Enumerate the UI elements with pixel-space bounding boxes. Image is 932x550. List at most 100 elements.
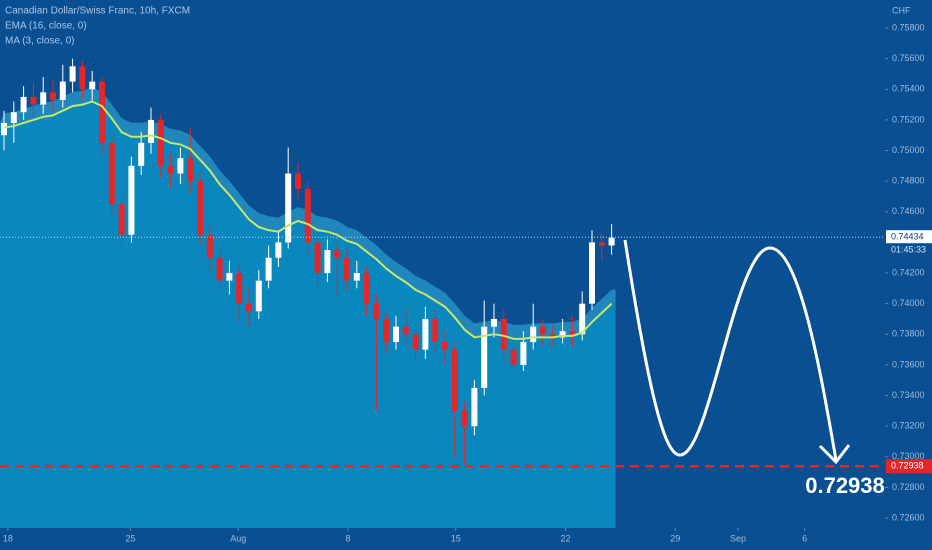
candle-body: [344, 257, 350, 281]
candle-body: [353, 273, 360, 281]
y-tick-label: 0.75400: [892, 84, 925, 94]
candle-body: [500, 318, 507, 350]
candle-body: [334, 250, 341, 258]
y-tick-label: 0.74800: [892, 176, 925, 186]
x-tick-label: 18: [3, 533, 13, 543]
candle-body: [10, 112, 17, 123]
candle-body: [324, 250, 331, 274]
candle-body: [442, 341, 448, 350]
legend-ema: EMA (16, close, 0): [5, 21, 87, 32]
candle-body: [138, 142, 145, 166]
candle-body: [265, 257, 272, 281]
y-tick-label: 0.75800: [892, 22, 925, 32]
candle-body: [608, 237, 615, 246]
candle-body: [275, 242, 282, 258]
y-tick-label: 0.75600: [892, 53, 925, 63]
candle-body: [128, 165, 135, 235]
candle-body: [246, 303, 252, 312]
candle-body: [187, 158, 194, 182]
x-tick-label: 15: [451, 533, 461, 543]
candle-body: [1, 122, 7, 136]
projection-arrow: [818, 444, 851, 465]
candle-body: [226, 273, 233, 281]
candle-body: [510, 349, 517, 365]
y-tick-label: 0.73600: [892, 359, 925, 369]
candle-body: [148, 119, 154, 143]
candle-body: [491, 318, 497, 327]
candle-body: [540, 326, 546, 335]
current-price-box: [886, 230, 932, 244]
y-tick-label: 0.75000: [892, 145, 925, 155]
projection-curve: [623, 239, 838, 461]
candle-body: [393, 326, 399, 342]
x-tick-label: 25: [125, 533, 135, 543]
candle-body: [314, 242, 321, 274]
candle-body: [530, 326, 537, 342]
candle-body: [579, 303, 586, 335]
candle-body: [255, 280, 262, 312]
candle-body: [295, 173, 301, 189]
line-layer: [3, 100, 613, 340]
y-tick-label: 0.73000: [892, 451, 925, 461]
target-axis-label: 0.72938: [891, 461, 924, 471]
target-box: [886, 459, 932, 474]
candle-body: [69, 66, 76, 82]
candle-body: [304, 188, 311, 243]
y-tick-label: 0.73800: [892, 329, 925, 339]
legend-ma: MA (3, close, 0): [5, 36, 74, 47]
x-tick-label: 8: [345, 533, 350, 543]
candle-body: [206, 234, 213, 258]
candle-body: [598, 242, 605, 246]
candle-body: [177, 158, 184, 174]
candle-layer: [1, 58, 615, 465]
y-tick-label: 0.73200: [892, 421, 925, 431]
candle-body: [559, 331, 566, 338]
candle-body: [20, 96, 27, 113]
candle-body: [157, 119, 164, 166]
y-tick-label: 0.74000: [892, 298, 925, 308]
axis-unit: CHF: [892, 5, 911, 15]
candle-body: [50, 92, 56, 100]
candle-body: [99, 81, 105, 143]
candle-body: [412, 334, 419, 350]
candle-body: [549, 334, 556, 338]
candle-body: [79, 66, 86, 90]
y-tick-label: 0.72800: [892, 482, 925, 492]
countdown-label: 01:45:33: [891, 245, 926, 255]
candle-body: [569, 331, 576, 335]
target-annotation: 0.72938: [805, 473, 885, 498]
candle-body: [197, 181, 203, 235]
y-tick-label: 0.74600: [892, 206, 925, 216]
x-tick-label: Sep: [730, 533, 746, 543]
ema-line: [3, 100, 613, 340]
y-tick-label: 0.74200: [892, 267, 925, 277]
candle-body: [520, 341, 527, 365]
chart-title: Canadian Dollar/Swiss Franc, 10h, FXCM: [5, 6, 190, 17]
candle-body: [89, 81, 96, 90]
current-price-label: 0.74434: [891, 232, 924, 242]
candle-body: [451, 349, 458, 411]
candle-body: [216, 257, 223, 281]
candle-body: [118, 204, 125, 235]
candle-body: [40, 92, 47, 105]
candle-body: [285, 173, 292, 243]
candle-body: [432, 318, 439, 342]
y-tick-label: 0.75200: [892, 114, 925, 124]
candle-body: [236, 273, 243, 304]
candle-body: [59, 81, 66, 100]
x-tick-label: 6: [802, 533, 807, 543]
candle-body: [30, 96, 37, 105]
y-tick-label: 0.73400: [892, 390, 925, 400]
candle-body: [383, 318, 390, 342]
axis-layer: 0.75800 0.75600 0.75400 0.75200 0.75000 0.748…: [0, 22, 932, 543]
candle-body: [363, 273, 370, 304]
y-tick-label: 0.72600: [892, 512, 925, 522]
candle-body: [461, 410, 468, 427]
candle-body: [373, 303, 380, 319]
candle-body: [402, 326, 409, 335]
x-tick-label: 22: [561, 533, 571, 543]
candle-body: [108, 142, 115, 205]
x-tick-label: 29: [670, 533, 680, 543]
